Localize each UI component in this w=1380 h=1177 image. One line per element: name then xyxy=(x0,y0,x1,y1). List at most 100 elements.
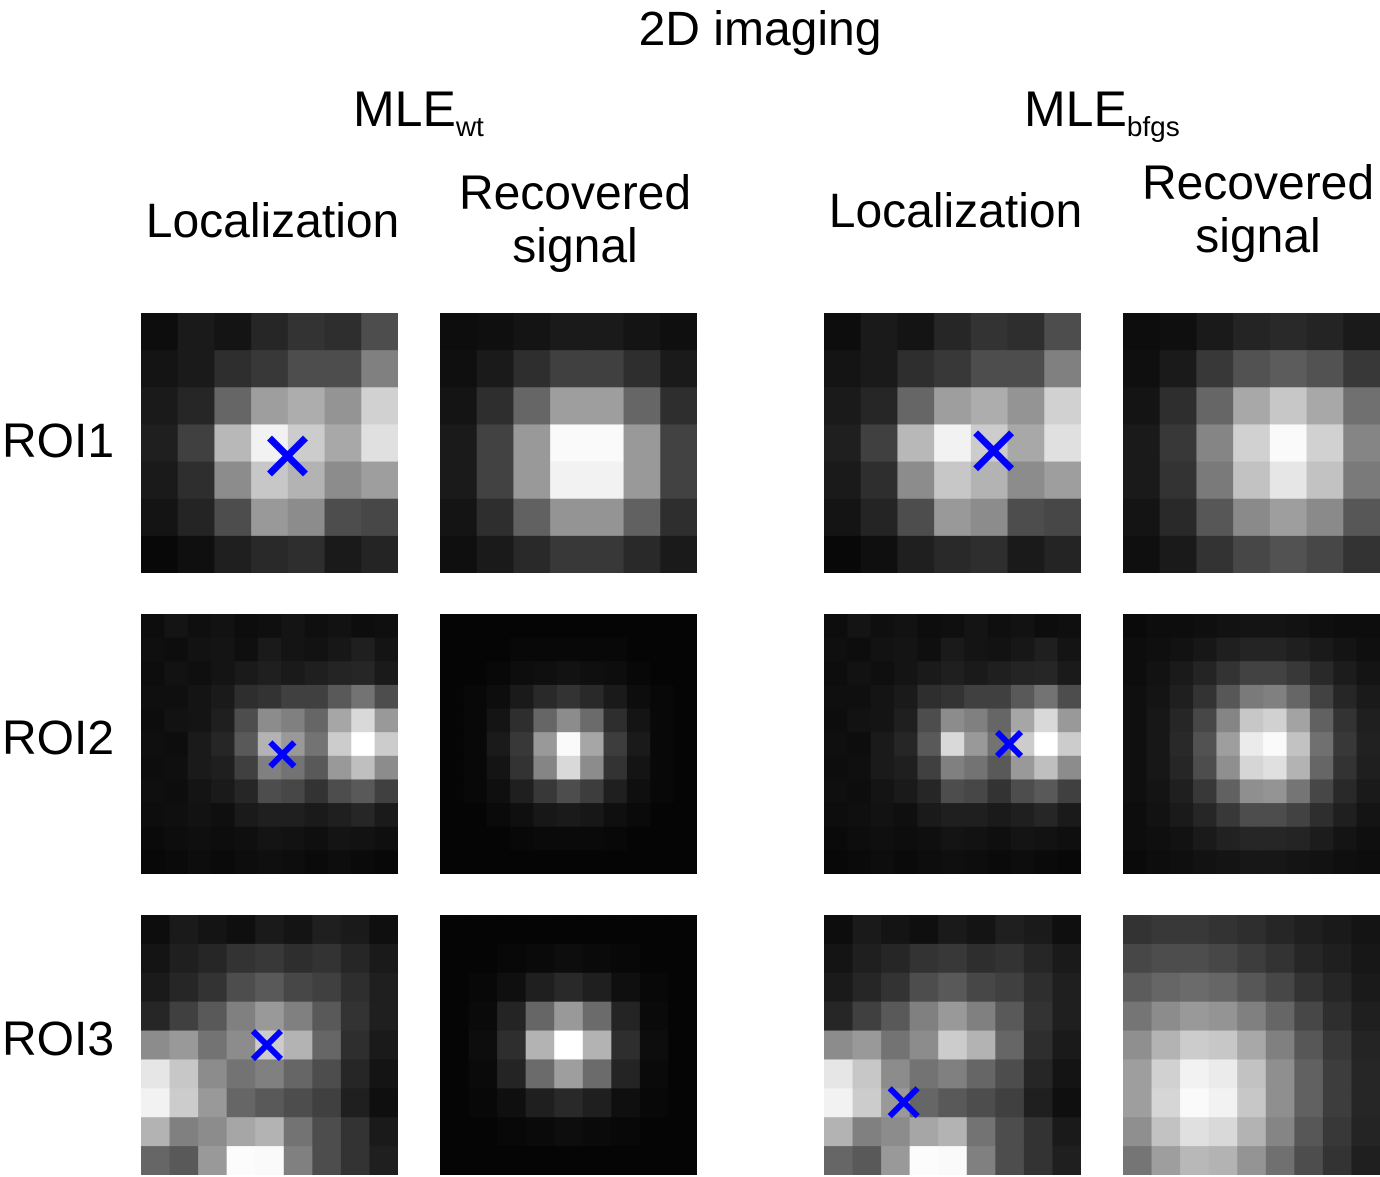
pixel xyxy=(1034,708,1059,733)
pixel xyxy=(1159,535,1198,573)
pixel xyxy=(1216,708,1241,733)
pixel xyxy=(533,708,558,733)
pixel xyxy=(1216,684,1241,710)
pixel xyxy=(1180,1088,1210,1118)
pixel xyxy=(1351,1059,1380,1089)
pixel xyxy=(580,708,605,733)
figure-title: 2D imaging xyxy=(638,3,882,56)
pixel xyxy=(251,424,289,463)
pixel xyxy=(476,498,515,537)
pixel xyxy=(824,755,848,781)
pixel xyxy=(897,498,935,537)
pixel xyxy=(1208,1088,1238,1118)
pixel xyxy=(440,1146,470,1175)
pixel xyxy=(351,826,376,851)
pixel xyxy=(177,461,216,500)
pixel xyxy=(660,461,697,500)
pixel xyxy=(283,1059,313,1089)
pixel xyxy=(533,637,558,662)
pixel xyxy=(1265,1117,1295,1147)
pixel xyxy=(141,915,171,945)
pixel xyxy=(1239,826,1264,851)
pixel xyxy=(668,915,697,945)
pixel xyxy=(938,1117,968,1147)
pixel xyxy=(1146,779,1171,804)
pixel xyxy=(860,387,899,426)
pixel xyxy=(374,684,398,710)
method-label-wt: MLEwt xyxy=(353,81,484,142)
pixel xyxy=(1023,1001,1054,1032)
pixel xyxy=(1309,803,1334,828)
pixel xyxy=(1010,850,1035,874)
row-label-roi2: ROI2 xyxy=(2,712,115,765)
pixel xyxy=(214,313,252,351)
pixel xyxy=(533,684,558,710)
pixel xyxy=(440,708,464,733)
pixel xyxy=(1180,1030,1210,1061)
pixel xyxy=(257,684,282,710)
pixel xyxy=(234,684,259,710)
column-header-recovered-bfgs: Recovered signal xyxy=(1141,157,1375,263)
pixel xyxy=(1057,684,1081,710)
pixel xyxy=(556,708,581,733)
pixel xyxy=(510,732,535,757)
pixel xyxy=(226,1088,256,1118)
pixel xyxy=(1159,350,1198,388)
pixel xyxy=(361,424,398,463)
pixel xyxy=(1146,708,1171,733)
pixel xyxy=(340,972,371,1003)
pixel xyxy=(1123,1059,1153,1089)
pixel xyxy=(141,684,165,710)
pixel-grid xyxy=(1123,313,1380,573)
pixel xyxy=(198,1088,228,1118)
pixel-grid xyxy=(1123,915,1380,1175)
localization-marker-icon xyxy=(250,1028,284,1062)
pixel xyxy=(1123,826,1147,851)
pixel xyxy=(1356,661,1380,686)
pixel xyxy=(964,803,989,828)
pixel xyxy=(1263,755,1288,781)
pixel xyxy=(361,535,398,573)
pixel xyxy=(234,637,259,662)
pixel xyxy=(351,637,376,662)
pixel xyxy=(966,1030,996,1061)
pixel xyxy=(1044,461,1081,500)
pixel xyxy=(510,779,535,804)
pixel xyxy=(870,614,895,639)
pixel xyxy=(1265,1088,1295,1118)
pixel xyxy=(1034,803,1059,828)
pixel xyxy=(1306,424,1344,463)
pixel xyxy=(1265,1001,1295,1032)
pixel xyxy=(970,498,1009,537)
pixel xyxy=(824,915,854,945)
pixel xyxy=(964,661,989,686)
pixel xyxy=(1169,684,1194,710)
pixel xyxy=(1237,1088,1267,1118)
pixel xyxy=(1269,387,1308,426)
pixel xyxy=(351,708,376,733)
pixel xyxy=(626,803,651,828)
pixel xyxy=(1237,1117,1267,1147)
pixel xyxy=(1034,684,1059,710)
pixel xyxy=(1007,424,1045,463)
pixel xyxy=(556,732,581,757)
pixel xyxy=(327,708,352,733)
pixel xyxy=(1343,461,1380,500)
pixel xyxy=(556,826,581,851)
pixel xyxy=(1196,313,1234,351)
pixel xyxy=(909,1146,939,1175)
pixel xyxy=(1169,614,1194,639)
pixel xyxy=(1343,424,1380,463)
pixel xyxy=(897,387,935,426)
pixel xyxy=(626,661,651,686)
pixel xyxy=(909,972,939,1003)
pixel xyxy=(1169,826,1194,851)
pixel xyxy=(934,350,972,388)
pixel xyxy=(234,850,259,874)
pixel xyxy=(1356,779,1380,804)
pixel xyxy=(283,972,313,1003)
pixel xyxy=(917,803,942,828)
pixel xyxy=(497,943,527,974)
pixel xyxy=(187,684,212,710)
pixel xyxy=(369,1001,398,1032)
